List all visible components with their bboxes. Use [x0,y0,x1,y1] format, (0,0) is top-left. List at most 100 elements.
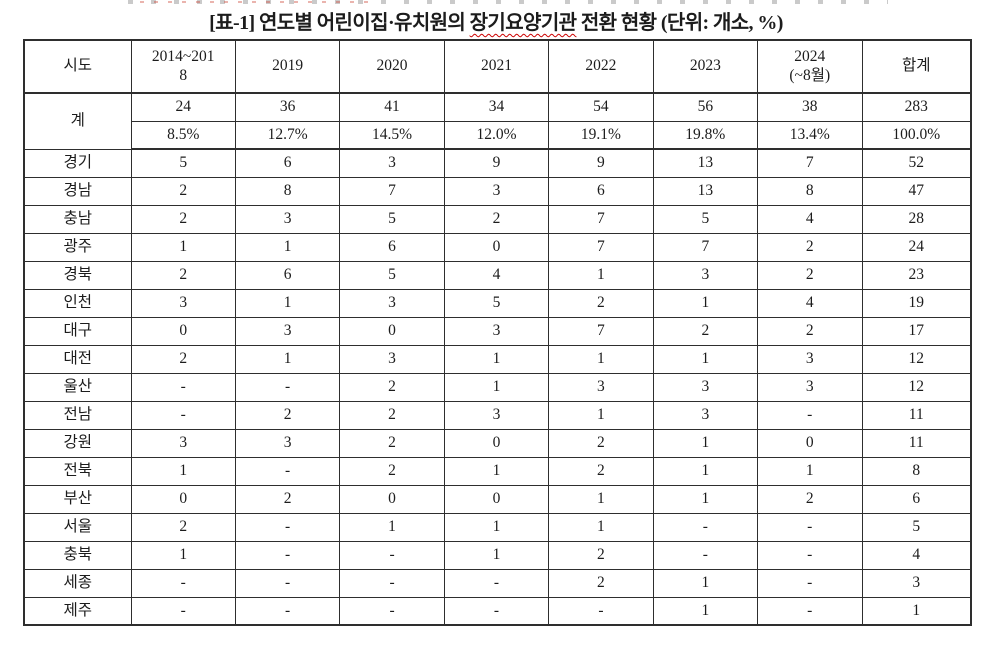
value-cell: 3 [234,428,341,458]
value-cell: 7 [339,176,445,206]
value-cell: 1 [234,344,341,374]
value-cell: - [443,568,550,598]
col-header-2020: 2020 [339,39,445,94]
value-cell: 3 [757,344,863,374]
total-percent-cell: 13.4% [757,120,863,150]
value-cell: 2 [548,540,654,570]
value-cell: 3 [652,400,759,430]
value-cell: 2 [757,484,863,514]
value-cell: 9 [443,148,550,178]
region-name-cell: 경기 [23,148,132,178]
col-header-2014-2018: 2014~201 8 [130,39,236,94]
value-cell: 4 [757,204,863,234]
value-cell: 11 [861,400,972,430]
value-cell: 1 [443,456,550,486]
value-cell: 1 [652,456,759,486]
value-cell: 2 [548,568,654,598]
value-cell: - [234,540,341,570]
value-cell: 7 [548,204,654,234]
table-row: 서울 2 - 1 1 1 - - 5 [23,512,972,542]
value-cell: - [339,596,445,626]
value-cell: 1 [652,428,759,458]
col-header-region: 시도 [23,39,132,94]
value-cell: 17 [861,316,972,346]
total-percent-cell: 14.5% [339,120,445,150]
total-count-cell: 24 [130,92,236,122]
region-name-cell: 충북 [23,540,132,570]
value-cell: 1 [339,512,445,542]
value-cell: 0 [443,484,550,514]
value-cell: 0 [339,316,445,346]
region-name-cell: 경남 [23,176,132,206]
region-name-cell: 울산 [23,372,132,402]
value-cell: - [130,596,236,626]
col-header-2022: 2022 [548,39,654,94]
conversion-status-table: 시도 2014~201 8 2019 2020 2021 2022 2023 2… [23,39,972,626]
value-cell: 1 [652,568,759,598]
value-cell: 1 [234,288,341,318]
value-cell: 8 [861,456,972,486]
value-cell: - [652,512,759,542]
value-cell: 3 [443,400,550,430]
value-cell: 0 [757,428,863,458]
value-cell: 2 [548,456,654,486]
value-cell: 1 [443,512,550,542]
region-name-cell: 강원 [23,428,132,458]
table-row: 충남 2 3 5 2 7 5 4 28 [23,204,972,234]
total-percent-cell: 12.0% [443,120,550,150]
value-cell: 1 [443,540,550,570]
value-cell: 3 [652,372,759,402]
value-cell: 1 [548,512,654,542]
value-cell: - [757,400,863,430]
value-cell: 2 [130,344,236,374]
value-cell: 2 [234,484,341,514]
total-count-cell: 283 [861,92,972,122]
value-cell: - [130,568,236,598]
value-cell: 1 [652,484,759,514]
value-cell: - [548,596,654,626]
value-cell: 2 [130,204,236,234]
value-cell: 3 [339,288,445,318]
value-cell: 3 [548,372,654,402]
region-name-cell: 부산 [23,484,132,514]
total-count-cell: 38 [757,92,863,122]
value-cell: 4 [757,288,863,318]
value-cell: 3 [234,316,341,346]
value-cell: - [130,372,236,402]
table-row: 강원 3 3 2 0 2 1 0 11 [23,428,972,458]
value-cell: 1 [548,344,654,374]
clipped-previous-line-remnant [128,0,888,4]
clipped-previous-line-red-underline [140,1,370,3]
value-cell: - [234,596,341,626]
value-cell: 4 [443,260,550,290]
value-cell: 1 [130,232,236,262]
value-cell: 6 [234,260,341,290]
total-percents-row: 8.5% 12.7% 14.5% 12.0% 19.1% 19.8% 13.4%… [24,120,972,150]
value-cell: 1 [234,232,341,262]
value-cell: 47 [861,176,972,206]
value-cell: - [443,596,550,626]
total-count-cell: 56 [652,92,759,122]
value-cell: 52 [861,148,972,178]
value-cell: 1 [130,540,236,570]
value-cell: 9 [548,148,654,178]
value-cell: 3 [130,288,236,318]
region-name-cell: 경북 [23,260,132,290]
value-cell: 2 [339,400,445,430]
total-percent-cell: 8.5% [130,120,236,150]
value-cell: 7 [548,232,654,262]
value-cell: 6 [548,176,654,206]
table-row: 전북 1 - 2 1 2 1 1 8 [23,456,972,486]
col-header-2024: 2024 (~8월) [757,39,863,94]
value-cell: 0 [443,428,550,458]
table-row: 경기 5 6 3 9 9 13 7 52 [23,148,972,178]
value-cell: 2 [339,456,445,486]
value-cell: 3 [757,372,863,402]
region-name-cell: 전남 [23,400,132,430]
value-cell: 8 [757,176,863,206]
region-name-cell: 충남 [23,204,132,234]
col-header-2023: 2023 [652,39,759,94]
region-name-cell: 제주 [23,596,132,626]
value-cell: - [234,372,341,402]
value-cell: 0 [339,484,445,514]
